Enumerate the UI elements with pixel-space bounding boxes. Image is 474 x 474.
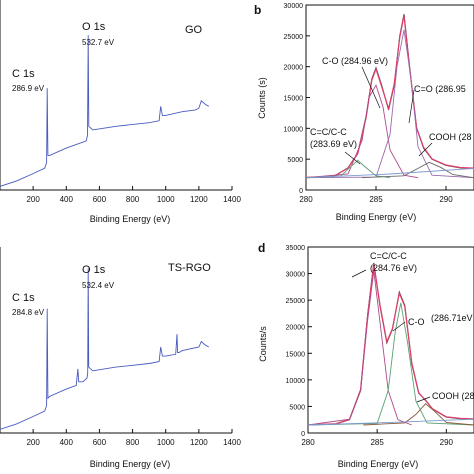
panel-a-o1s-energy: 532.7 eV xyxy=(82,38,115,47)
panel-c-spectrum xyxy=(0,268,210,430)
panel-c-sample-label: TS-RGO xyxy=(168,262,211,274)
panel-b-y-ticks: 0 5000 10000 15000 20000 25000 30000 xyxy=(284,3,310,195)
x-tick-label: 285 xyxy=(370,438,384,447)
panel-d: d 280 285 290 0 5000 10000 15000 20000 25000 300… xyxy=(258,241,474,469)
y-tick-label: 10000 xyxy=(284,126,304,133)
panel-d-arrow-cooh xyxy=(416,396,431,403)
panel-c-x-ticks: 200 400 600 800 1000 1200 1400 xyxy=(26,429,241,447)
panel-b-annotation-cooh: COOH (28 xyxy=(429,132,472,142)
spectrum-component xyxy=(305,29,474,179)
panel-d-letter: d xyxy=(258,241,265,255)
panel-a-x-ticks: 200 400 600 800 1000 1200 1400 xyxy=(26,186,241,204)
panel-a-spectrum xyxy=(0,35,210,187)
panel-a-sample-label: GO xyxy=(185,24,203,36)
y-tick-label: 30000 xyxy=(286,272,306,279)
y-tick-label: 15000 xyxy=(286,351,306,358)
y-tick-label: 5000 xyxy=(287,157,303,164)
spectrum-component xyxy=(363,403,474,426)
panel-d-x-ticks: 280 285 290 xyxy=(301,429,454,447)
spectrum-envelope xyxy=(305,15,474,178)
panel-b-frame xyxy=(305,4,474,191)
panel-b-annotation-cc-energy: (283.69 eV) xyxy=(310,139,357,149)
panel-d-x-axis-label: Binding Energy (eV) xyxy=(338,459,419,469)
y-tick-label: 15000 xyxy=(284,96,304,103)
spectrum-component xyxy=(305,159,391,179)
y-tick-label: 10000 xyxy=(286,378,306,385)
panel-a-x-axis-label: Binding Energy (eV) xyxy=(90,214,171,224)
panel-d-y-ticks: 0 5000 10000 15000 20000 25000 30000 35000 xyxy=(286,245,312,438)
y-tick-label: 20000 xyxy=(284,65,304,72)
y-tick-label: 35000 xyxy=(286,245,306,252)
panel-b-curves xyxy=(305,14,474,179)
x-tick-label: 200 xyxy=(26,195,40,204)
panel-c-x-axis-label: Binding Energy (eV) xyxy=(90,459,171,469)
x-tick-label: 400 xyxy=(60,438,74,447)
panel-b-annotation-cc: C=C/C-C xyxy=(310,127,347,137)
x-tick-label: 200 xyxy=(26,438,40,447)
panel-d-curves xyxy=(307,262,474,426)
x-tick-label: 285 xyxy=(369,195,383,204)
x-tick-label: 600 xyxy=(93,438,107,447)
panel-b-y-axis-label: Counts (s) xyxy=(257,77,267,119)
spectrum-component xyxy=(307,270,412,426)
panel-c-o1s-label: O 1s xyxy=(82,264,106,276)
x-tick-label: 800 xyxy=(126,195,140,204)
panel-a-o1s-label: O 1s xyxy=(82,21,106,33)
panel-b-arrow-cc xyxy=(344,151,361,165)
y-tick-label: 5000 xyxy=(289,404,305,411)
spectrum-component xyxy=(361,161,474,179)
panel-b-arrow-cooh xyxy=(418,142,433,157)
spectrum-component xyxy=(305,84,419,179)
x-tick-label: 600 xyxy=(93,195,107,204)
x-tick-label: 280 xyxy=(299,195,313,204)
panel-d-y-axis-label: Counts/s xyxy=(258,326,268,362)
panel-d-arrow-cc xyxy=(351,269,367,278)
panel-a: 200 400 600 800 1000 1200 1400 GO O 1s 532.7 e… xyxy=(0,0,241,224)
panel-b-x-ticks: 280 285 290 xyxy=(299,186,453,204)
y-tick-label: 30000 xyxy=(284,3,304,10)
panel-b-letter: b xyxy=(254,3,261,17)
y-tick-label: 20000 xyxy=(286,325,306,332)
x-tick-label: 800 xyxy=(126,438,140,447)
x-tick-label: 1200 xyxy=(190,195,208,204)
x-tick-label: 1000 xyxy=(157,438,175,447)
panel-b-arrow-c-double-o xyxy=(408,89,415,124)
panel-b-arrow-co xyxy=(361,66,381,109)
panel-b-x-axis-label: Binding Energy (eV) xyxy=(336,212,417,222)
panel-d-annotation-cooh: COOH (28 xyxy=(432,391,474,401)
y-tick-label: 0 xyxy=(299,188,303,195)
panel-c-c1s-label: C 1s xyxy=(12,292,35,304)
panel-a-c1s-energy: 286.9 eV xyxy=(12,84,45,93)
x-tick-label: 1000 xyxy=(157,195,175,204)
y-tick-label: 25000 xyxy=(284,34,304,41)
x-tick-label: 1200 xyxy=(190,438,208,447)
x-tick-label: 280 xyxy=(301,438,315,447)
panel-b: b 280 285 290 0 5000 10000 15000 20000 25000 300… xyxy=(254,3,474,222)
spectrum-baseline xyxy=(305,167,474,179)
panel-c-c1s-energy: 284.8 eV xyxy=(12,308,45,317)
panel-d-annotation-co-energy: (286.71eV xyxy=(431,313,473,323)
panel-c-o1s-energy: 532.4 eV xyxy=(82,281,115,290)
panel-d-frame xyxy=(307,246,474,434)
panel-d-arrow-co xyxy=(392,321,406,332)
panel-d-annotation-cc: C=C/C-C xyxy=(370,251,407,261)
panel-a-c1s-label: C 1s xyxy=(12,68,35,80)
panel-c: 200 400 600 800 1000 1200 1400 TS-RGO O 1s 532… xyxy=(0,247,241,469)
panel-d-annotation-cc-energy: (284.76 eV) xyxy=(370,263,417,273)
spectrum-raw xyxy=(305,14,474,179)
spectrum-component xyxy=(307,302,474,426)
x-tick-label: 290 xyxy=(440,438,454,447)
panel-b-annotation-co: C-O (284.96 eV) xyxy=(322,56,388,66)
x-tick-label: 400 xyxy=(60,195,74,204)
spectrum-baseline xyxy=(307,418,474,426)
panel-d-annotation-co: C-O xyxy=(408,317,425,327)
x-tick-label: 1400 xyxy=(223,438,241,447)
y-tick-label: 0 xyxy=(301,431,305,438)
x-tick-label: 290 xyxy=(439,195,453,204)
y-tick-label: 25000 xyxy=(286,298,306,305)
x-tick-label: 1400 xyxy=(223,195,241,204)
panel-b-annotation-c-double-o: C=O (286.95 xyxy=(414,84,466,94)
